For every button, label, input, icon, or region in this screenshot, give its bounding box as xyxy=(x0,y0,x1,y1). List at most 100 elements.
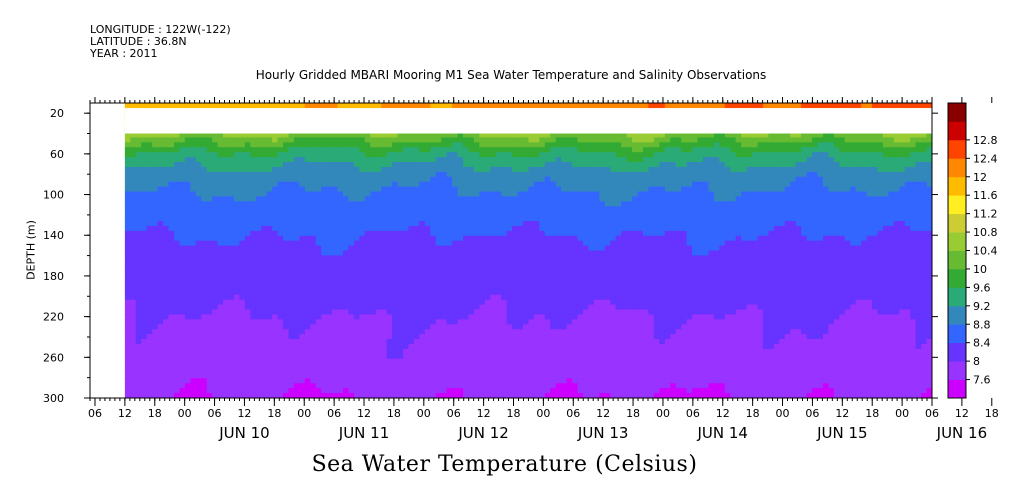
heat-cell xyxy=(479,176,486,183)
heat-cell xyxy=(435,191,442,198)
heat-cell xyxy=(424,368,431,375)
heat-cell xyxy=(195,176,202,183)
heat-cell xyxy=(522,294,530,301)
heat-cell xyxy=(375,162,382,168)
heat-cell xyxy=(370,235,377,242)
heat-cell xyxy=(217,275,224,281)
heat-cell xyxy=(392,103,399,109)
heat-cell xyxy=(250,196,257,202)
heat-cell xyxy=(501,181,508,188)
heat-cell xyxy=(424,265,431,271)
heat-cell xyxy=(195,343,202,350)
heat-cell xyxy=(457,358,464,365)
heat-cell xyxy=(261,324,268,330)
heat-cell xyxy=(446,329,453,335)
heat-cell xyxy=(533,240,540,247)
heat-cell xyxy=(124,378,131,384)
heat-cell xyxy=(261,319,268,325)
heat-cell xyxy=(304,368,311,375)
heat-cell xyxy=(419,216,426,222)
heat-cell xyxy=(430,319,437,325)
heat-cell xyxy=(135,334,142,340)
heat-cell xyxy=(473,132,480,139)
heat-cell xyxy=(512,324,519,330)
heat-cell xyxy=(250,206,257,212)
heat-cell xyxy=(293,275,300,281)
heat-cell xyxy=(337,235,344,242)
heat-cell xyxy=(212,373,219,379)
heat-cell xyxy=(484,319,491,325)
heat-cell xyxy=(533,348,540,355)
heat-cell xyxy=(386,240,393,247)
heat-cell xyxy=(441,235,448,242)
heat-cell xyxy=(501,275,508,281)
heat-cell xyxy=(392,294,399,301)
heat-cell xyxy=(430,383,437,389)
heat-cell xyxy=(353,383,360,389)
heat-cell xyxy=(408,235,415,242)
heat-cell xyxy=(315,275,322,281)
heat-cell xyxy=(539,186,546,193)
heat-cell xyxy=(495,152,502,158)
heat-cell xyxy=(201,265,208,271)
heat-cell xyxy=(233,343,240,350)
heat-cell xyxy=(408,334,415,340)
heat-cell xyxy=(484,289,491,296)
heat-cell xyxy=(299,230,306,237)
heat-cell xyxy=(495,299,502,306)
heat-cell xyxy=(141,265,148,271)
heat-cell xyxy=(561,186,568,193)
heat-cell xyxy=(468,171,475,178)
heat-cell xyxy=(544,142,551,148)
heat-cell xyxy=(195,358,202,365)
heat-cell xyxy=(293,181,300,188)
heat-cell xyxy=(141,373,148,379)
heat-cell xyxy=(255,152,262,158)
heat-cell xyxy=(184,280,191,286)
heat-cell xyxy=(152,324,159,330)
heat-cell xyxy=(441,201,448,207)
heat-cell xyxy=(321,329,328,335)
heat-cell xyxy=(261,284,268,291)
heat-cell xyxy=(250,348,257,355)
heat-cell xyxy=(250,289,257,296)
heat-cell xyxy=(228,314,235,320)
heat-cell xyxy=(141,201,148,207)
heat-cell xyxy=(457,280,464,286)
heat-cell xyxy=(463,368,470,375)
heat-cell xyxy=(452,171,459,178)
heat-cell xyxy=(348,270,355,276)
heat-cell xyxy=(283,181,290,188)
heat-cell xyxy=(479,368,486,375)
heat-cell xyxy=(452,250,459,257)
heat-cell xyxy=(152,181,159,188)
heat-cell xyxy=(348,230,355,237)
heat-cell xyxy=(332,289,339,296)
heat-cell xyxy=(190,235,197,242)
heat-cell xyxy=(441,343,448,350)
heat-cell xyxy=(146,206,153,212)
heat-cell xyxy=(146,171,153,178)
heat-cell xyxy=(348,181,355,188)
heat-cell xyxy=(484,314,491,320)
heat-cell xyxy=(173,166,181,173)
heat-cell xyxy=(381,265,388,271)
heat-cell xyxy=(364,275,371,281)
heat-cell xyxy=(217,201,224,207)
heat-cell xyxy=(353,339,360,345)
heat-cell xyxy=(479,393,486,398)
heat-cell xyxy=(261,339,268,345)
heat-cell xyxy=(293,373,300,379)
heat-cell xyxy=(124,221,131,227)
heat-cell xyxy=(310,270,317,276)
heat-cell xyxy=(304,255,311,261)
heat-cell xyxy=(506,280,513,286)
heat-cell xyxy=(184,334,191,340)
heat-cell xyxy=(168,245,175,252)
heat-cell xyxy=(288,329,295,335)
heat-cell xyxy=(326,339,333,345)
heat-cell xyxy=(544,324,551,330)
heat-cell xyxy=(490,245,497,252)
heat-cell xyxy=(146,250,153,257)
heat-cell xyxy=(233,299,240,306)
